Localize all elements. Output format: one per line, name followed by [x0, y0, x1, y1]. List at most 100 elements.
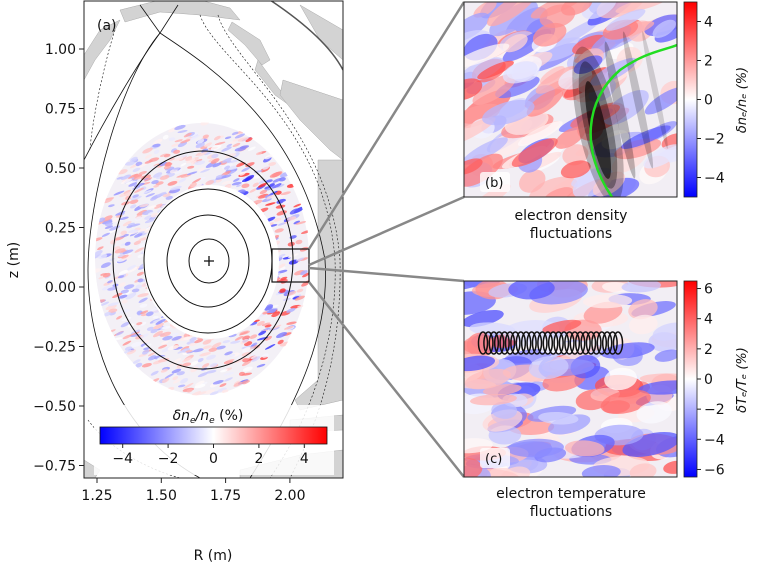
- fluctuation-blob: [153, 184, 160, 188]
- x-tick-label: 1.50: [146, 488, 177, 504]
- fluctuation-blob: [152, 319, 161, 323]
- fluctuation-blob: [252, 182, 259, 187]
- fluctuation-blob: [146, 311, 154, 317]
- fluctuation-blob: [275, 204, 286, 209]
- measurement-ellipse: [531, 331, 543, 355]
- fluctuation-blob: [248, 231, 257, 235]
- fluctuation-blob: [277, 222, 286, 226]
- fluctuation-blob: [260, 358, 269, 363]
- fluctuation-blob: [251, 356, 261, 362]
- fluctuation-blob: [233, 302, 242, 307]
- fluctuation-blob: [464, 117, 496, 147]
- fluctuation-blob: [236, 162, 245, 167]
- fluctuation-blob: [189, 182, 197, 188]
- fluctuation-blob: [257, 248, 266, 253]
- fluctuation-blob: [221, 157, 232, 163]
- fluctuation-blob: [276, 210, 288, 216]
- colorbar-b-label: δnₑ/nₑ (%): [735, 67, 750, 133]
- fluctuation-blob: [144, 260, 154, 265]
- fluctuation-blob: [199, 326, 206, 331]
- colorbar-tick-label: 0: [704, 372, 713, 388]
- fluctuation-blob: [130, 156, 138, 163]
- fluctuation-blob: [259, 189, 268, 195]
- fluctuation-blob: [281, 214, 288, 219]
- fluctuation-blob: [234, 335, 244, 341]
- fluctuation-blob: [214, 141, 226, 146]
- zoom-box[interactable]: [271, 248, 310, 283]
- measurement-ellipse: [558, 331, 570, 355]
- fluctuation-blob: [472, 73, 517, 105]
- fluctuation-blob: [186, 388, 193, 393]
- fluctuation-blob: [226, 320, 238, 324]
- fluctuation-blob: [277, 263, 286, 269]
- fluctuation-blob: [104, 222, 113, 227]
- fluctuation-blob: [286, 307, 296, 313]
- fluctuation-blob: [243, 221, 254, 227]
- fluctuation-blob: [273, 217, 282, 222]
- fluctuation-blob: [160, 368, 169, 373]
- fluctuation-blob: [228, 159, 239, 164]
- fluctuation-blob: [604, 367, 637, 391]
- fluctuation-blob: [234, 203, 245, 208]
- fluctuation-blob: [246, 290, 252, 295]
- colorbar-tick-label: −4: [704, 171, 725, 187]
- fluctuation-blob: [652, 19, 676, 38]
- fluctuation-blob: [164, 166, 175, 171]
- fluctuation-blob: [239, 171, 246, 176]
- fluctuation-blob: [211, 153, 219, 159]
- fluctuation-blob: [153, 172, 163, 178]
- fluctuation-blob: [621, 281, 662, 293]
- y-tick-label: 0.00: [45, 280, 76, 296]
- fluctuation-blob: [251, 267, 261, 272]
- fluctuation-blob: [280, 276, 288, 281]
- fluctuation-blob: [124, 161, 135, 166]
- fluctuation-blob: [107, 302, 119, 307]
- fluctuation-blob: [253, 264, 262, 270]
- x-axis-label: R (m): [194, 548, 233, 564]
- fluctuation-blob: [253, 254, 260, 259]
- y-tick-label: −0.50: [33, 399, 76, 415]
- measurement-ellipses: [477, 331, 624, 355]
- colorbar-tick-label: −4: [704, 432, 725, 448]
- fluctuation-blob: [491, 401, 518, 419]
- fluctuation-blob: [218, 192, 228, 197]
- fluctuation-blob: [276, 183, 285, 188]
- caption-c-line1: electron temperature: [496, 486, 646, 502]
- colorbar-c-label: δTₑ/Tₑ (%): [735, 347, 750, 413]
- fluctuation-blob: [621, 125, 671, 149]
- fluctuation-blob: [302, 272, 310, 278]
- fluctuation-blob: [182, 362, 192, 367]
- measurement-ellipse: [607, 331, 618, 355]
- fluctuation-blob: [643, 144, 677, 169]
- fluctuation-blob: [253, 319, 260, 323]
- fluctuation-blob: [246, 224, 253, 228]
- fluctuation-blob: [152, 228, 164, 233]
- measurement-ellipse: [569, 331, 581, 355]
- fluctuation-blob: [145, 254, 156, 258]
- fluctuation-blob: [234, 380, 241, 385]
- x-tick-label: 1.75: [210, 488, 241, 504]
- fluctuation-blob: [200, 168, 211, 173]
- measurement-ellipse: [515, 331, 527, 355]
- fluctuation-blob: [152, 239, 160, 243]
- fluctuation-blob: [615, 2, 669, 14]
- y-tick-label: −0.25: [33, 340, 76, 356]
- fluctuation-blob: [234, 310, 243, 314]
- fluctuation-blob: [229, 353, 236, 358]
- fluctuation-blob: [196, 192, 203, 196]
- fluctuation-blob: [102, 215, 113, 222]
- fluctuation-blob: [130, 333, 142, 338]
- fluctuation-blob: [242, 358, 250, 363]
- fluctuation-blob: [121, 299, 128, 304]
- fluctuation-blob: [190, 132, 199, 137]
- fluctuation-blob: [95, 237, 103, 242]
- fluctuation-blob: [249, 314, 256, 320]
- measurement-ellipse: [547, 331, 559, 355]
- fluctuation-blob: [221, 174, 232, 179]
- fluctuation-blob: [264, 324, 272, 328]
- fluctuation-blob: [183, 336, 192, 341]
- fluctuation-blob: [226, 310, 236, 315]
- fluctuation-blob: [251, 342, 258, 347]
- fluctuation-blob: [127, 222, 135, 226]
